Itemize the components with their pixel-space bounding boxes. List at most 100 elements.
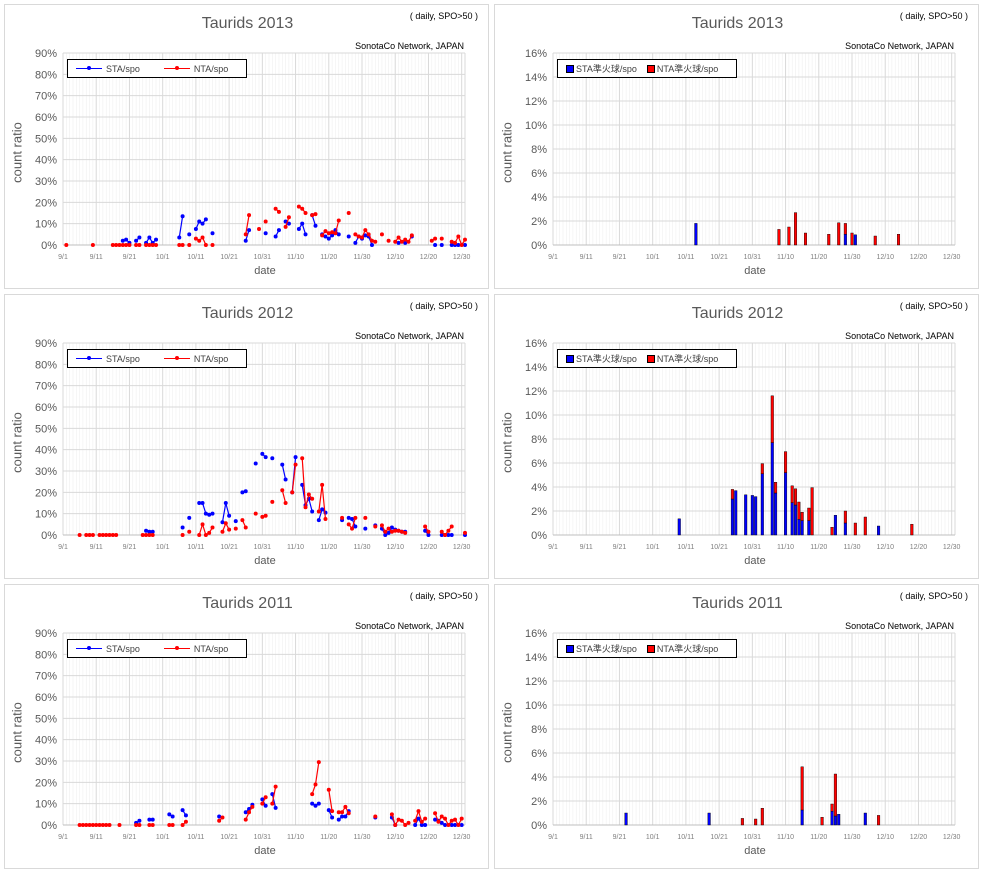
bar-nta (730, 489, 734, 500)
bar-sta (797, 519, 801, 536)
data-point (144, 528, 149, 533)
legend-item-nta: NTA準火球/spo (646, 62, 719, 75)
data-point (87, 533, 92, 537)
x-tick-label: 11/20 (810, 544, 827, 551)
y-tick-label: 80% (35, 359, 57, 371)
data-point (77, 533, 82, 537)
bar-sta (833, 815, 837, 826)
data-point (137, 818, 142, 823)
data-point (449, 243, 454, 247)
legend-marker-nta (163, 646, 190, 651)
data-point (439, 533, 444, 537)
data-point (180, 533, 185, 537)
bar-nta (820, 816, 824, 826)
data-point (396, 817, 401, 822)
y-tick-label: 6% (531, 458, 547, 470)
data-point (330, 230, 335, 235)
series-line-segment (318, 484, 323, 512)
data-point (353, 524, 358, 529)
data-point (399, 529, 404, 534)
legend: STA準火球/spo NTA準火球/spo (557, 349, 737, 368)
data-point (144, 243, 149, 247)
legend-marker-sta (566, 64, 574, 73)
data-point (353, 240, 358, 245)
data-point (147, 817, 152, 822)
x-tick-label: 12/20 (420, 254, 438, 261)
bar-sta (843, 233, 847, 246)
x-tick-label: 11/10 (777, 254, 794, 261)
x-tick-label: 12/30 (453, 544, 471, 551)
legend-marker-sta (76, 66, 102, 71)
bar-nta (784, 451, 788, 473)
data-point (150, 529, 155, 534)
y-tick-label: 14% (525, 652, 547, 664)
y-tick-label: 50% (35, 713, 57, 725)
series-line-segment (291, 464, 297, 493)
bar-nta (843, 223, 847, 235)
data-point (197, 533, 202, 537)
data-point (446, 528, 451, 533)
data-point (90, 533, 95, 537)
y-tick-label: 2% (531, 216, 547, 228)
data-point (84, 533, 89, 537)
x-tick-label: 9/1 (58, 254, 68, 261)
legend-label-nta: NTA準火球/spo (656, 64, 719, 74)
bar-nta (797, 501, 801, 520)
y-tick-label: 16% (525, 628, 547, 640)
legend-label-nta: NTA/spo (193, 643, 229, 654)
data-point (443, 816, 448, 821)
data-point (150, 817, 155, 822)
legend-label-sta: STA準火球/spo (576, 64, 637, 74)
data-point (336, 218, 341, 223)
data-point (419, 823, 424, 827)
data-point (300, 456, 305, 461)
bar-sta (750, 495, 754, 536)
data-point (187, 515, 192, 520)
data-point (247, 810, 252, 815)
y-tick-label: 2% (531, 506, 547, 518)
data-point (243, 232, 248, 237)
data-point (183, 813, 188, 818)
data-point (399, 818, 404, 823)
data-point (389, 529, 394, 534)
data-point (253, 511, 258, 516)
plot-area: 9/1 9/11 9/21 10/1 10/11 10/21 10/31 11/10 11/20… (35, 628, 471, 841)
x-tick-label: 10/1 (156, 834, 170, 841)
data-point (416, 816, 421, 821)
chart-credit: SonotaCo Network, JAPAN (355, 41, 464, 51)
data-point (140, 533, 145, 537)
legend-marker-sta (76, 646, 102, 651)
bar-nta (863, 516, 867, 536)
data-point (336, 817, 341, 822)
data-point (84, 823, 89, 827)
data-point (170, 823, 175, 827)
data-point (320, 482, 325, 487)
chart-note: ( daily, SPO>50 ) (409, 591, 478, 601)
y-tick-label: 30% (35, 466, 57, 478)
x-tick-label: 10/11 (187, 544, 204, 551)
y-tick-label: 8% (531, 724, 547, 736)
data-point (396, 240, 401, 245)
data-point (449, 533, 454, 537)
bar-sta (794, 504, 798, 536)
data-point (386, 238, 391, 243)
data-point (243, 810, 248, 815)
x-tick-label: 9/21 (123, 834, 137, 841)
data-point (459, 243, 464, 247)
bar-sta (800, 809, 804, 826)
series-line-segment (271, 793, 277, 809)
data-point (439, 236, 444, 241)
data-point (147, 823, 152, 827)
data-point (134, 238, 139, 243)
y-axis-label: count ratio (499, 412, 515, 473)
data-point (280, 488, 285, 493)
y-tick-label: 90% (35, 48, 57, 60)
y-tick-label: 4% (531, 772, 547, 784)
y-tick-label: 12% (525, 386, 547, 398)
data-point (276, 209, 281, 214)
y-tick-label: 40% (35, 445, 57, 457)
x-tick-label: 11/10 (287, 544, 304, 551)
data-point (426, 529, 431, 534)
data-point (403, 240, 408, 245)
data-point (439, 529, 444, 534)
